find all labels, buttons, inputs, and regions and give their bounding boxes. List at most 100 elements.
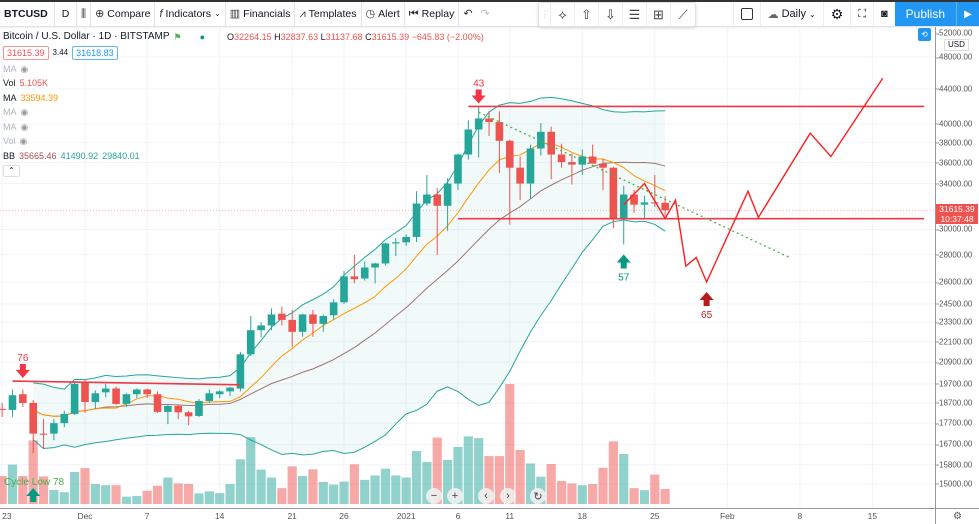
reset-chart-button[interactable]: ↻ bbox=[530, 488, 546, 504]
snapshot-button[interactable]: ◙ bbox=[872, 2, 895, 26]
study-bb[interactable]: BB 35665.46 41490.92 29840.01 bbox=[3, 149, 484, 164]
timeframe-label: Daily bbox=[781, 8, 807, 20]
study-name: MA bbox=[3, 63, 17, 74]
price-chart[interactable]: 76 Cycle Low 78 43 57 65 bbox=[0, 0, 935, 508]
auto-scale-button[interactable]: ⟲ bbox=[918, 28, 931, 41]
eye-hidden-icon[interactable]: ◉ bbox=[20, 121, 29, 132]
alert-button[interactable]: ◷ Alert bbox=[362, 1, 405, 27]
interval-button[interactable]: D bbox=[55, 1, 77, 27]
candle bbox=[143, 388, 151, 399]
close-label: C bbox=[365, 32, 372, 42]
candle bbox=[257, 322, 265, 338]
time-axis[interactable]: 23 Dec 7 14 21 26 2021 6 11 18 25 Feb 8 15 bbox=[0, 508, 935, 524]
spread-value: 3.44 bbox=[52, 47, 69, 57]
eye-hidden-icon[interactable]: ◉ bbox=[20, 63, 29, 74]
symbol-info-row: Bitcoin / U.S. Dollar · 1D · BITSTAMP ⚑ … bbox=[3, 30, 484, 45]
candle-body bbox=[526, 148, 535, 184]
drag-handle[interactable]: ⋮ bbox=[539, 3, 551, 26]
bb-upper-value: 41490.92 bbox=[60, 150, 99, 161]
frame-icon[interactable]: ⊞ bbox=[647, 3, 671, 26]
scroll-left-button[interactable]: ‹ bbox=[478, 488, 494, 504]
parallel-lines-icon[interactable]: ☰ bbox=[623, 3, 647, 26]
publish-button[interactable]: Publish bbox=[894, 2, 956, 26]
layout-square-button[interactable] bbox=[732, 2, 760, 26]
price-tick-label: 19700.00 bbox=[935, 379, 973, 389]
settings-button[interactable]: ⚙ bbox=[822, 2, 851, 26]
chart-style-button[interactable]: ⫼ bbox=[77, 1, 92, 27]
price-axis[interactable]: 52000.00 48000.00 44000.00 40000.00 38000.00… bbox=[935, 27, 979, 508]
study-vol[interactable]: Vol 5.105K bbox=[3, 76, 484, 91]
marker-76: 76 bbox=[15, 353, 30, 379]
play-button[interactable]: ▶ bbox=[956, 2, 979, 26]
top-toolbar: BTCUSD D ⫼ ⊕ Compare f Indicators ⌄ ▥ Financ… bbox=[0, 0, 979, 27]
financials-label: Financials bbox=[243, 8, 291, 20]
candle bbox=[39, 419, 48, 449]
volume-bar bbox=[484, 456, 494, 504]
replay-button[interactable]: ⏮ Replay bbox=[405, 1, 460, 27]
price-tick-label: 17700.00 bbox=[935, 418, 973, 428]
sell-price-button[interactable]: 31615.39 bbox=[3, 46, 49, 60]
marker-label: Cycle Low 78 bbox=[4, 477, 64, 488]
candle-body bbox=[112, 388, 120, 404]
redo-icon: ↷ bbox=[480, 7, 490, 20]
candle-body bbox=[70, 383, 79, 414]
symbol-search-button[interactable]: BTCUSD bbox=[0, 1, 55, 27]
eye-hidden-icon[interactable]: ◉ bbox=[20, 107, 29, 117]
candle bbox=[174, 404, 183, 420]
candle bbox=[195, 399, 203, 417]
gear-icon: ⚙ bbox=[953, 511, 962, 522]
candle bbox=[454, 153, 462, 191]
arrow-up-icon bbox=[616, 254, 631, 269]
scroll-right-button[interactable]: › bbox=[500, 488, 516, 504]
candle-body bbox=[464, 129, 473, 155]
fullscreen-button[interactable]: ⛶ bbox=[850, 2, 873, 26]
open-label: O bbox=[227, 32, 235, 42]
volume-bar bbox=[152, 485, 163, 504]
collapse-legend-button[interactable]: ⌃ bbox=[3, 165, 20, 177]
arrow-down-icon[interactable]: ⇩ bbox=[599, 3, 623, 26]
volume-bar bbox=[225, 484, 235, 504]
compare-button[interactable]: ⊕ Compare bbox=[91, 1, 156, 27]
axis-settings-button[interactable]: ⚙ bbox=[935, 508, 979, 524]
study-value: 5.105K bbox=[19, 78, 49, 88]
financials-button[interactable]: ▥ Financials bbox=[226, 1, 296, 27]
templates-button[interactable]: ⩘ Templates bbox=[295, 1, 362, 27]
zoom-in-button[interactable]: + bbox=[447, 488, 463, 504]
candle-body bbox=[516, 167, 524, 184]
volume-bar bbox=[474, 438, 484, 504]
currency-label[interactable]: USD bbox=[944, 39, 969, 51]
redo-button[interactable]: ↷ bbox=[477, 2, 494, 27]
volume-bar bbox=[608, 441, 618, 504]
price-tick-label: 52000.00 bbox=[935, 28, 973, 38]
candle-body bbox=[236, 354, 245, 389]
camera-icon: ◙ bbox=[880, 8, 888, 20]
plus-circle-icon: ⊕ bbox=[95, 7, 105, 20]
study-name: MA bbox=[3, 107, 17, 117]
timeframe-dropdown[interactable]: ☁ Daily ⌄ bbox=[759, 2, 823, 26]
arrow-up-icon[interactable]: ⇧ bbox=[575, 3, 599, 26]
candle-body bbox=[557, 154, 566, 163]
undo-button[interactable]: ↶ bbox=[459, 2, 476, 27]
trend-line-icon[interactable]: ⟋ bbox=[678, 6, 688, 22]
path-tool-icon[interactable]: ⟡ bbox=[551, 3, 575, 26]
eye-hidden-icon[interactable]: ◉ bbox=[19, 136, 28, 146]
buy-price-button[interactable]: 31618.83 bbox=[72, 46, 118, 60]
study-vol-2[interactable]: Vol ◉ bbox=[3, 134, 484, 149]
volume-bar bbox=[287, 466, 297, 504]
zoom-out-button[interactable]: − bbox=[426, 488, 442, 504]
study-ma-1[interactable]: MA ◉ bbox=[3, 62, 484, 77]
study-ma-4[interactable]: MA ◉ bbox=[3, 120, 484, 135]
candles-icon: ⫼ bbox=[81, 7, 87, 20]
chevron-down-icon: ⌄ bbox=[809, 9, 816, 19]
indicators-button[interactable]: f Indicators ⌄ bbox=[155, 1, 226, 27]
candle bbox=[288, 309, 296, 347]
candle-body bbox=[0, 408, 6, 410]
candle bbox=[153, 391, 162, 413]
candle-body bbox=[133, 389, 141, 395]
study-name: MA bbox=[3, 92, 17, 103]
bb-fill bbox=[33, 97, 666, 455]
study-ma-3[interactable]: MA ◉ bbox=[3, 105, 484, 120]
candle-body bbox=[39, 433, 48, 435]
study-ma-2[interactable]: MA 33594.39 bbox=[3, 91, 484, 106]
candle bbox=[133, 388, 141, 399]
